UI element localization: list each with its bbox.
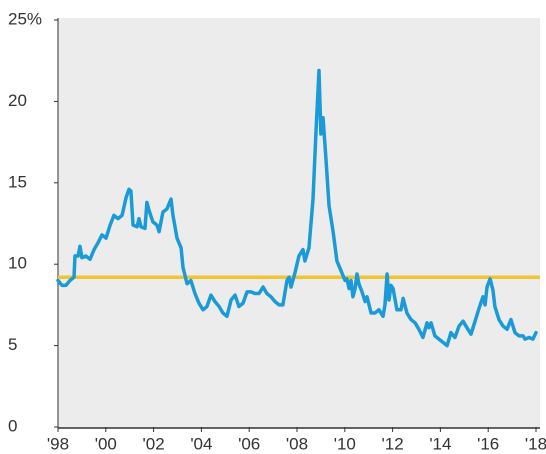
x-tick-label: '08 [286,434,308,453]
y-tick-label: 0 [8,416,17,435]
y-tick-label: 10 [8,254,27,273]
y-tick-label: 5 [8,335,17,354]
y-tick-label: 15 [8,172,27,191]
x-tick-label: '04 [190,434,212,453]
x-tick-label: '18 [525,434,546,453]
plot-background [58,18,540,428]
x-tick-label: '98 [47,434,69,453]
x-tick-label: '00 [95,434,117,453]
x-tick-label: '06 [238,434,260,453]
y-tick-label: 25% [8,9,42,28]
data-line [56,68,538,348]
y-tick-label: 20 [8,91,27,110]
x-tick-label: '16 [477,434,499,453]
x-tick-label: '14 [429,434,451,453]
x-tick-label: '02 [143,434,165,453]
x-tick-label: '10 [334,434,356,453]
x-tick-label: '12 [382,434,404,453]
